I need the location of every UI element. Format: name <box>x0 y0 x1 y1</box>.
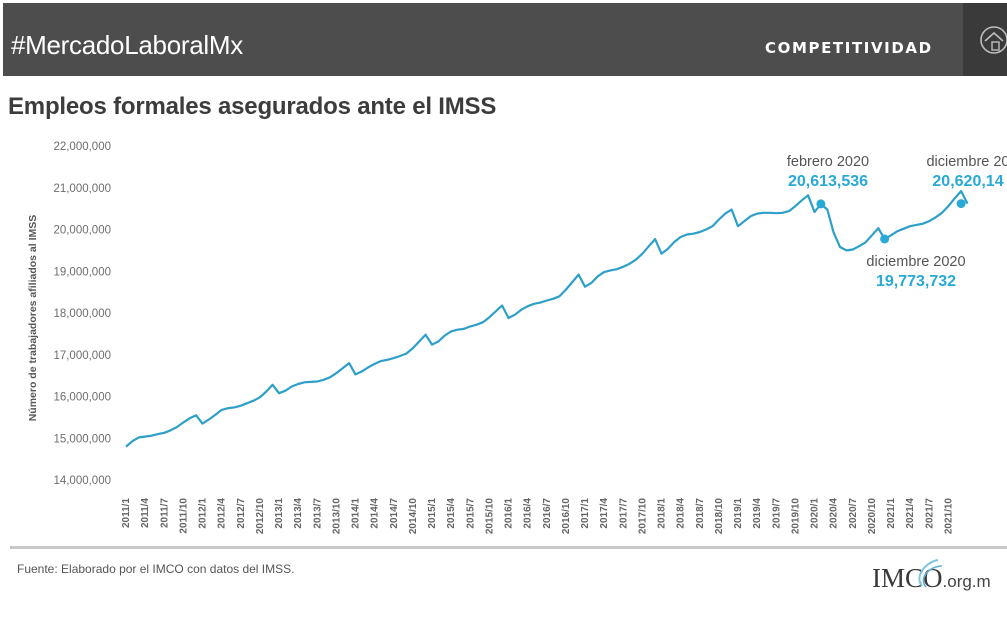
x-tick-label: 2012/4 <box>217 498 228 529</box>
y-tick-label: 15,000,000 <box>53 433 111 445</box>
y-axis-label: Número de trabajadores afiliados al IMSS <box>27 215 39 422</box>
imco-logo: IMCO.org.m <box>872 563 991 594</box>
x-tick-label: 2013/4 <box>293 498 304 529</box>
x-tick-label: 2017/1 <box>580 498 591 529</box>
x-tick-label: 2014/10 <box>408 498 419 535</box>
x-tick-label: 2015/10 <box>484 498 495 535</box>
x-tick-label: 2018/4 <box>676 498 687 529</box>
x-tick-label: 2019/1 <box>733 498 744 529</box>
imco-logo-suffix: .org.m <box>942 572 991 591</box>
x-tick-label: 2013/10 <box>331 498 342 535</box>
y-tick-label: 14,000,000 <box>53 475 111 487</box>
x-tick-label: 2014/1 <box>351 498 362 529</box>
x-tick-label: 2019/10 <box>790 498 801 535</box>
annotations: febrero 2020 20,613,536 diciembre 2020 19,7… <box>787 154 1007 290</box>
x-tick-label: 2020/7 <box>848 498 859 529</box>
y-tick-label: 17,000,000 <box>53 350 111 362</box>
x-tick-label: 2011/7 <box>159 498 170 528</box>
annotation-label: diciembre 2020 <box>866 254 965 270</box>
x-tick-label: 2016/7 <box>542 498 553 529</box>
footer-divider <box>10 546 1007 549</box>
source-note: Fuente: Elaborado por el IMCO con datos … <box>17 562 295 576</box>
x-tick-label: 2011/10 <box>178 498 189 534</box>
x-tick-label: 2017/10 <box>637 498 648 535</box>
annotation-marker <box>880 234 890 244</box>
x-tick-label: 2011/1 <box>121 498 132 528</box>
line-chart: 14,000,000 15,000,000 16,000,000 17,000,000… <box>27 141 1007 535</box>
y-tick-label: 21,000,000 <box>53 183 111 195</box>
x-tick-label: 2017/4 <box>599 498 610 529</box>
x-tick-label: 2021/4 <box>905 498 916 529</box>
x-tick-label: 2013/1 <box>274 498 285 529</box>
x-tick-label: 2020/10 <box>867 498 878 535</box>
x-tick-label: 2021/1 <box>886 498 897 529</box>
x-tick-label: 2021/10 <box>943 498 954 535</box>
annotation-value: 20,620,14 <box>932 173 1003 190</box>
y-tick-label: 16,000,000 <box>53 392 111 404</box>
series-line <box>125 190 969 448</box>
x-tick-label: 2018/1 <box>657 498 668 529</box>
chart-title: Empleos formales asegurados ante el IMSS <box>8 93 497 120</box>
annotation-label: febrero 2020 <box>787 154 869 170</box>
annotation-marker <box>816 199 826 209</box>
annotation-value: 20,613,536 <box>788 173 868 190</box>
x-tick-label: 2018/7 <box>695 498 706 529</box>
x-tick-label: 2021/7 <box>924 498 935 529</box>
x-tick-label: 2016/4 <box>523 498 534 529</box>
logo-box <box>963 3 1007 76</box>
y-tick-label: 19,000,000 <box>53 266 111 278</box>
x-tick-label: 2018/10 <box>714 498 725 535</box>
annotation-value: 19,773,732 <box>876 273 956 290</box>
plot-area <box>125 190 969 448</box>
x-tick-label: 2012/10 <box>255 498 266 535</box>
x-tick-label: 2012/7 <box>236 498 247 529</box>
hashtag-title: #MercadoLaboralMx <box>11 30 243 60</box>
x-tick-label: 2011/4 <box>140 498 151 528</box>
x-axis: 2011/1 2011/4 2011/7 2011/10 2012/1 2012/4 201… <box>121 498 954 535</box>
x-tick-label: 2016/1 <box>504 498 515 529</box>
annotation-marker <box>956 199 966 209</box>
house-in-circle-icon <box>980 26 1007 54</box>
x-tick-label: 2017/7 <box>618 498 629 529</box>
section-label: COMPETITIVIDAD <box>765 39 933 57</box>
x-tick-label: 2016/10 <box>561 498 572 535</box>
y-tick-label: 18,000,000 <box>53 308 111 320</box>
header-bar: #MercadoLaboralMx COMPETITIVIDAD <box>3 3 1007 76</box>
annotation-label: diciembre 20 <box>926 154 1007 170</box>
imco-swirl-icon <box>918 559 943 588</box>
x-tick-label: 2013/7 <box>312 498 323 529</box>
x-tick-label: 2015/7 <box>465 498 476 529</box>
x-tick-label: 2014/4 <box>370 498 381 529</box>
y-axis: 14,000,000 15,000,000 16,000,000 17,000,000… <box>53 141 111 487</box>
x-tick-label: 2012/1 <box>198 498 209 529</box>
x-tick-label: 2019/4 <box>752 498 763 529</box>
x-tick-label: 2020/4 <box>829 498 840 529</box>
x-tick-label: 2020/1 <box>810 498 821 529</box>
x-tick-label: 2015/1 <box>427 498 438 529</box>
x-tick-label: 2014/7 <box>389 498 400 529</box>
y-tick-label: 22,000,000 <box>53 141 111 153</box>
x-tick-label: 2019/7 <box>771 498 782 529</box>
imco-logo-text: IMCO <box>872 563 943 593</box>
y-tick-label: 20,000,000 <box>53 225 111 237</box>
x-tick-label: 2015/4 <box>446 498 457 529</box>
